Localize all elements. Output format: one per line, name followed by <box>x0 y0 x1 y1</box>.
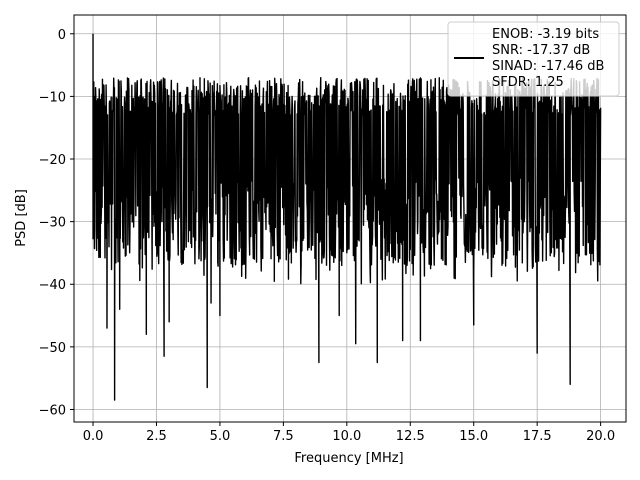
x-axis-label: Frequency [MHz] <box>294 451 403 466</box>
y-tick-label: −30 <box>39 216 66 231</box>
y-tick-label: −60 <box>39 403 66 418</box>
y-tick-label: −40 <box>39 278 66 293</box>
y-axis-label: PSD [dB] <box>14 189 29 247</box>
psd-series-line <box>92 33 602 401</box>
y-axis-ticks: 0 −10 −20 −30 −40 −50 −60 <box>39 28 74 418</box>
y-tick-label: −10 <box>39 90 66 105</box>
legend-line-sfdr: SFDR: 1.25 <box>492 75 564 90</box>
x-tick-label: 17.5 <box>523 429 552 444</box>
plot-line-group <box>92 33 602 401</box>
x-tick-label: 0.0 <box>83 429 104 444</box>
x-tick-label: 7.5 <box>273 429 294 444</box>
x-tick-label: 12.5 <box>396 429 425 444</box>
y-tick-label: 0 <box>58 28 66 43</box>
legend-box <box>447 21 620 97</box>
x-tick-label: 5.0 <box>210 429 231 444</box>
x-tick-label: 15.0 <box>459 429 488 444</box>
legend-line-enob: ENOB: -3.19 bits <box>492 27 599 42</box>
legend: ENOB: -3.19 bits SNR: -17.37 dB SINAD: -… <box>447 21 620 97</box>
x-tick-label: 10.0 <box>332 429 361 444</box>
legend-line-snr: SNR: -17.37 dB <box>492 43 590 58</box>
legend-line-sinad: SINAD: -17.46 dB <box>492 59 604 74</box>
y-tick-label: −20 <box>39 153 66 168</box>
x-axis-ticks: 0.0 2.5 5.0 7.5 10.0 12.5 15.0 17.5 20.0 <box>83 422 615 444</box>
x-tick-label: 20.0 <box>586 429 615 444</box>
y-tick-label: −50 <box>39 341 66 356</box>
x-tick-label: 2.5 <box>146 429 167 444</box>
plot-frame <box>73 14 627 423</box>
